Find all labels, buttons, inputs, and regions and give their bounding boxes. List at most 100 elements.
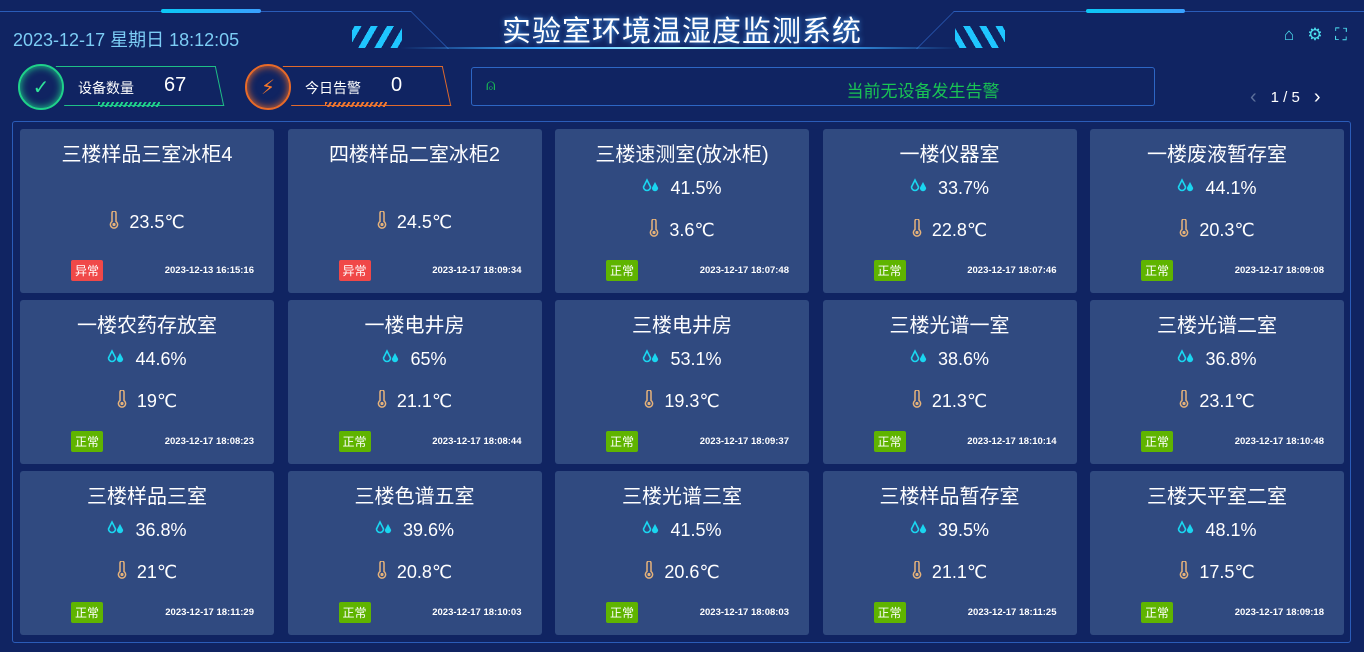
fullscreen-icon[interactable]: ⛶ [1335,25,1347,44]
humidity-value: 36.8% [135,520,187,540]
device-card[interactable]: 四楼样品二室冰柜2 24.5℃ 异常 2023-12-17 18:09:34 [287,129,542,293]
update-time: 2023-12-17 18:11:25 [967,607,1057,618]
thermometer-icon [377,560,387,584]
device-card[interactable]: 一楼农药存放室 44.6% 19℃ 正常 2023-12-17 18:08:23 [20,300,274,464]
device-name: 三楼天平室二室 [1147,486,1287,508]
prev-page-button[interactable]: ‹ [1250,86,1257,108]
humidity-value: 48.1% [1205,520,1257,540]
temperature-value: 21.1℃ [396,391,453,411]
device-card[interactable]: 三楼电井房 53.1% 19.3℃ 正常 2023-12-17 18:09:37 [555,300,809,464]
card-footer: 正常 2023-12-17 18:10:03 [338,602,522,623]
update-time: 2023-12-17 18:07:46 [967,265,1057,276]
alarm-message: 当前无设备发生告警 [846,82,1000,101]
temperature-reading: 21.3℃ [823,389,1077,413]
temperature-value: 23.1℃ [1199,391,1255,411]
device-card[interactable]: 三楼色谱五室 39.6% 20.8℃ 正常 2023-12-17 18:10:03 [287,471,542,635]
humidity-reading: 41.5% [555,520,809,541]
device-card[interactable]: 一楼电井房 65% 21.1℃ 正常 2023-12-17 18:08:44 [287,300,542,464]
device-card[interactable]: 三楼样品暂存室 39.5% 21.1℃ 正常 2023-12-17 18:11:25 [822,471,1077,635]
update-time: 2023-12-17 18:09:18 [1234,607,1324,618]
humidity-drops-icon [642,178,660,199]
title-underline [400,47,960,49]
gear-icon[interactable]: ⚙ [1307,25,1323,44]
humidity-drops-icon [642,349,660,370]
humidity-drops-icon [642,520,660,541]
humidity-drops-icon [910,520,928,541]
device-name: 三楼样品三室 [87,486,207,508]
device-card[interactable]: 三楼光谱一室 38.6% 21.3℃ 正常 2023-12-17 18:10:14 [822,300,1077,464]
temperature-reading: 3.6℃ [555,218,809,242]
update-time: 2023-12-17 18:09:37 [699,436,789,447]
card-footer: 正常 2023-12-17 18:10:14 [873,431,1057,452]
device-count-label: 设备数量 [78,80,134,96]
temperature-value: 20.8℃ [396,562,453,582]
temperature-reading: 20.6℃ [555,560,809,584]
humidity-reading: 41.5% [555,178,809,199]
humidity-reading: 65% [288,349,542,370]
humidity-value: 41.5% [670,178,722,198]
card-footer: 异常 2023-12-13 16:15:16 [71,260,254,281]
device-card[interactable]: 一楼仪器室 33.7% 22.8℃ 正常 2023-12-17 18:07:46 [822,129,1077,293]
thermometer-icon [117,389,127,413]
status-badge: 异常 [71,260,104,281]
update-time: 2023-12-17 18:10:48 [1234,436,1324,447]
humidity-value: 44.6% [135,349,187,369]
card-footer: 正常 2023-12-17 18:09:18 [1141,602,1324,623]
status-badge: 正常 [1141,431,1174,452]
device-card[interactable]: 一楼废液暂存室 44.1% 20.3℃ 正常 2023-12-17 18:09:08 [1090,129,1344,293]
temperature-reading: 19℃ [20,389,274,413]
device-card[interactable]: 三楼光谱三室 41.5% 20.6℃ 正常 2023-12-17 18:08:03 [555,471,809,635]
header-glow-right [1086,9,1185,13]
humidity-drops-icon [1177,349,1195,370]
device-card[interactable]: 三楼天平室二室 48.1% 17.5℃ 正常 2023-12-17 18:09:18 [1090,471,1344,635]
current-datetime: 2023-12-17 星期日 18:12:05 [13,30,240,50]
update-time: 2023-12-17 18:08:23 [164,436,254,447]
next-page-button[interactable]: › [1313,86,1321,108]
status-badge: 异常 [338,260,371,281]
thermometer-icon [377,389,387,413]
device-card[interactable]: 三楼样品三室冰柜4 23.5℃ 异常 2023-12-13 16:15:16 [20,129,274,293]
update-time: 2023-12-17 18:08:44 [432,436,522,447]
status-badge: 正常 [1141,602,1174,623]
humidity-value: 44.1% [1205,178,1257,198]
alarm-banner: ⍝ 当前无设备发生告警 [471,67,1155,106]
page-indicator: 1 / 5 [1270,89,1300,106]
pagination: ‹ 1 / 5 › [1250,86,1321,109]
update-time: 2023-12-17 18:11:29 [165,607,254,618]
alarm-count-value: 0 [391,74,403,96]
thermometer-icon [117,560,127,584]
device-card[interactable]: 三楼速测室(放冰柜) 41.5% 3.6℃ 正常 2023-12-17 18:07:48 [555,129,809,293]
check-cycle-icon: ✓ [18,64,64,110]
temperature-value: 21.3℃ [931,391,988,411]
card-footer: 正常 2023-12-17 18:09:08 [1141,260,1324,281]
card-footer: 异常 2023-12-17 18:09:34 [338,260,522,281]
temperature-value: 19.3℃ [664,391,720,411]
update-time: 2023-12-17 18:08:03 [699,607,789,618]
alarm-light-icon: ⍝ [486,77,496,94]
device-name: 三楼光谱二室 [1157,315,1277,337]
device-name: 三楼速测室(放冰柜) [595,144,769,166]
temperature-value: 3.6℃ [669,220,715,240]
thermometer-icon [109,210,119,234]
update-time: 2023-12-13 16:15:16 [164,265,254,276]
alarm-count-label: 今日告警 [305,80,361,96]
device-name: 三楼样品三室冰柜4 [61,144,233,166]
card-footer: 正常 2023-12-17 18:11:29 [71,602,254,623]
temperature-reading: 19.3℃ [555,389,809,413]
home-icon[interactable]: ⌂ [1283,25,1295,44]
humidity-reading: 44.6% [20,349,274,370]
device-name: 三楼电井房 [632,315,732,337]
device-card[interactable]: 三楼光谱二室 36.8% 23.1℃ 正常 2023-12-17 18:10:48 [1090,300,1344,464]
status-badge: 正常 [606,431,639,452]
title-stripes-left [352,26,402,48]
humidity-value: 41.5% [670,520,722,540]
device-name: 一楼废液暂存室 [1147,144,1287,166]
humidity-drops-icon [107,349,125,370]
device-name: 三楼光谱三室 [622,486,742,508]
status-badge: 正常 [873,602,906,623]
card-footer: 正常 2023-12-17 18:08:23 [71,431,254,452]
temperature-reading: 21℃ [20,560,274,584]
thermometer-icon [1179,389,1189,413]
device-card[interactable]: 三楼样品三室 36.8% 21℃ 正常 2023-12-17 18:11:29 [20,471,274,635]
temperature-value: 20.6℃ [664,562,720,582]
